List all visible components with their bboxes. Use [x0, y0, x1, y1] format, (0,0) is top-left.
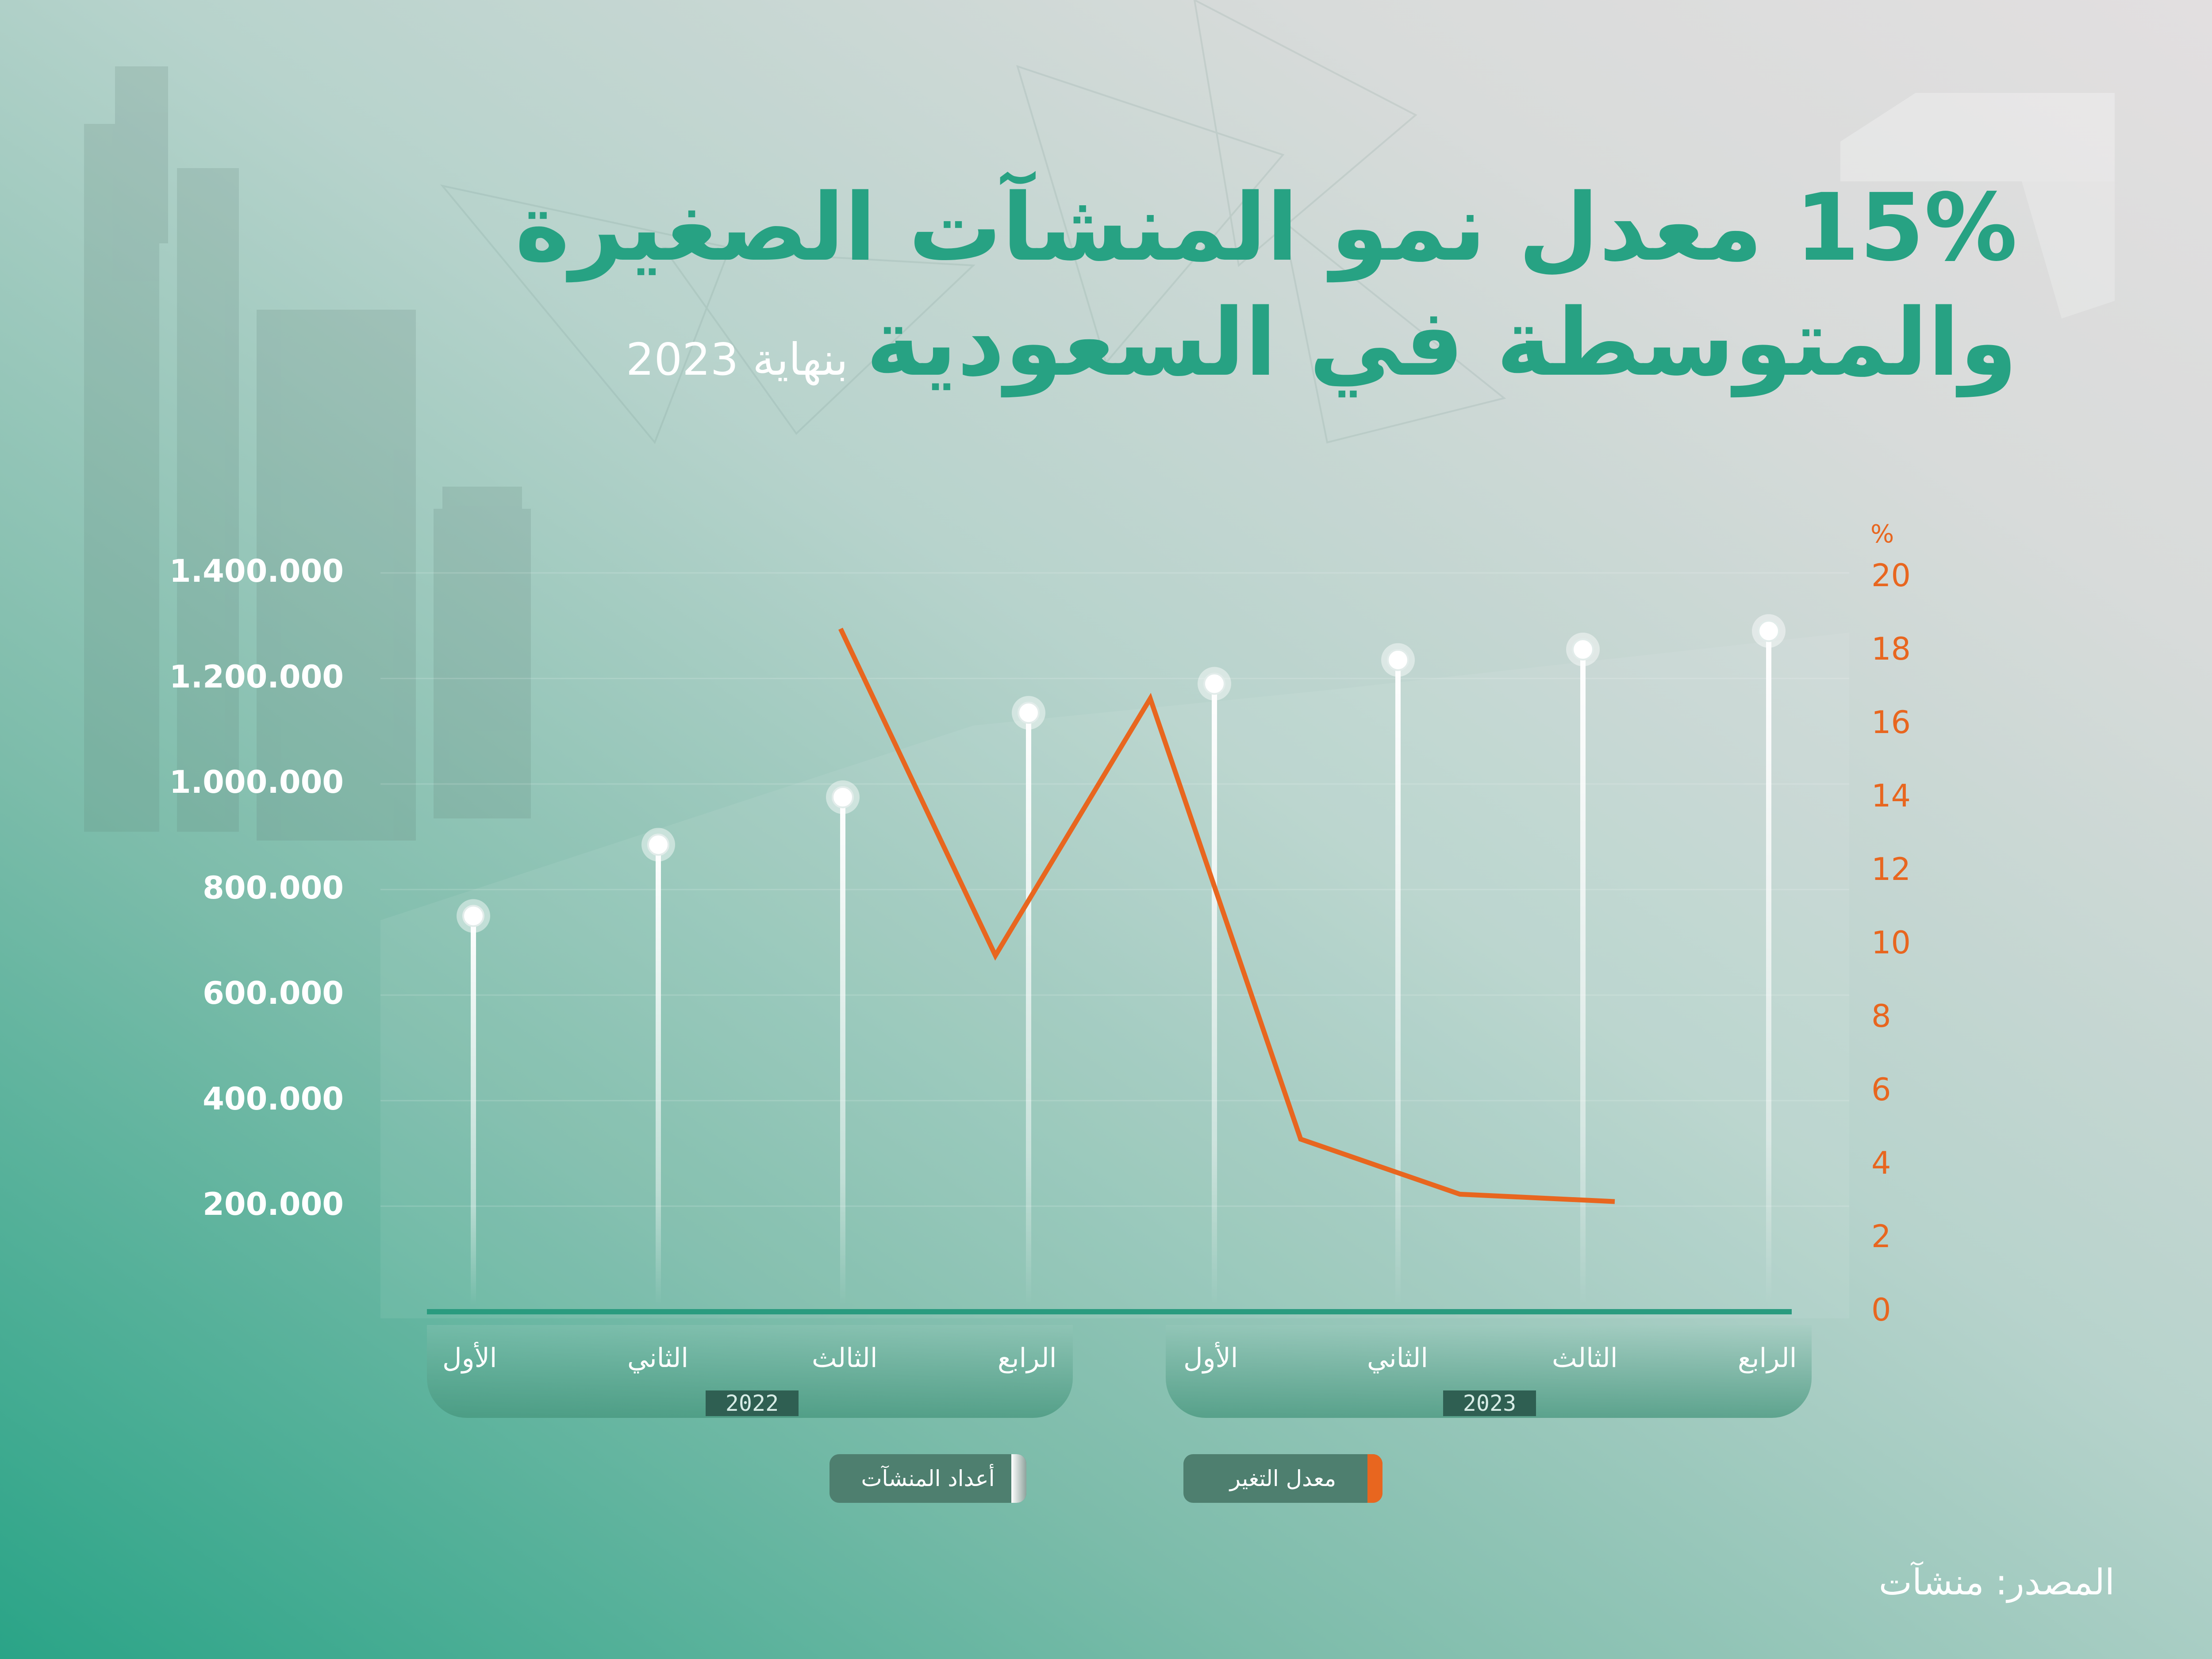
- count-point: [1387, 649, 1409, 671]
- count-point: [647, 833, 669, 856]
- x-tick-label: الثالث: [812, 1343, 878, 1374]
- count-stem: [656, 845, 661, 1305]
- legend-count-swatch: [1011, 1454, 1026, 1503]
- y-right-tick-label: 2: [1871, 1218, 1891, 1255]
- y-left-tick-label: 400.000: [203, 1080, 344, 1117]
- year-label: 2023: [1443, 1390, 1536, 1416]
- chart-title-line-1: 15% معدل نمو المنشآت الصغيرة: [515, 173, 2017, 282]
- x-tick-label: الثاني: [1367, 1343, 1429, 1374]
- count-series: [457, 614, 1786, 1305]
- rate-series: [838, 627, 1615, 1204]
- chart-title-line-2-text: والمتوسطة في السعودية: [866, 288, 2017, 397]
- legend-rate-swatch: [1367, 1454, 1382, 1503]
- x-tick-label: الأول: [442, 1343, 497, 1374]
- year-label: 2022: [706, 1390, 799, 1416]
- count-stem: [1212, 684, 1217, 1305]
- y-right-tick-label: 14: [1871, 778, 1911, 814]
- count-stem: [471, 916, 476, 1305]
- count-point: [1758, 620, 1780, 642]
- x-tick-label: الرابع: [1738, 1343, 1797, 1374]
- legend-count: أعداد المنشآت: [830, 1454, 1026, 1503]
- y-right-tick-label: 12: [1871, 851, 1911, 887]
- y-left-tick-label: 200.000: [203, 1186, 344, 1223]
- y-left-tick-label: 1.400.000: [169, 553, 344, 589]
- count-point: [832, 786, 854, 808]
- y-right-tick-label: 6: [1871, 1071, 1891, 1108]
- grid-layer: [380, 572, 1849, 1207]
- y-right-tick-label: 16: [1871, 704, 1911, 741]
- y-left-tick-label: 800.000: [203, 869, 344, 906]
- y-left-tick-label: 600.000: [203, 975, 344, 1012]
- y-left-tick-label: 1.000.000: [169, 764, 344, 801]
- x-tick-label: الثاني: [627, 1343, 689, 1374]
- chart-title-line-2: والمتوسطة في السعوديةبنهاية 2023: [626, 292, 2017, 411]
- count-stem: [1395, 660, 1401, 1305]
- y-right-tick-label: 18: [1871, 631, 1911, 667]
- count-stem: [840, 797, 845, 1305]
- y-right-tick-label: 20: [1871, 557, 1911, 594]
- y-right-tick-label: 10: [1871, 925, 1911, 961]
- legend-count-label: أعداد المنشآت: [861, 1466, 995, 1491]
- chart-subtitle: بنهاية 2023: [626, 334, 849, 385]
- count-stem: [1766, 631, 1771, 1305]
- y-right-tick-label: 4: [1871, 1145, 1891, 1181]
- x-tick-label: الثالث: [1552, 1343, 1618, 1374]
- y-left-tick-label: 1.200.000: [169, 658, 344, 695]
- count-point: [1203, 672, 1225, 695]
- count-point: [1572, 638, 1594, 661]
- x-tick-label: الأول: [1183, 1343, 1238, 1374]
- count-point: [462, 905, 484, 927]
- count-point: [1018, 702, 1040, 724]
- count-stem: [1580, 649, 1586, 1305]
- legend-rate: معدل التغير: [1183, 1454, 1382, 1503]
- y-right-unit-label: %: [1870, 520, 1894, 549]
- y-right-tick-label: 8: [1871, 998, 1891, 1034]
- x-tick-label: الرابع: [998, 1343, 1057, 1374]
- y-right-tick-label: 0: [1871, 1292, 1891, 1328]
- count-stem: [1026, 713, 1031, 1305]
- rate-line: [838, 627, 1615, 1204]
- source-note: المصدر: منشآت: [1878, 1562, 2115, 1603]
- legend-rate-label: معدل التغير: [1229, 1466, 1336, 1491]
